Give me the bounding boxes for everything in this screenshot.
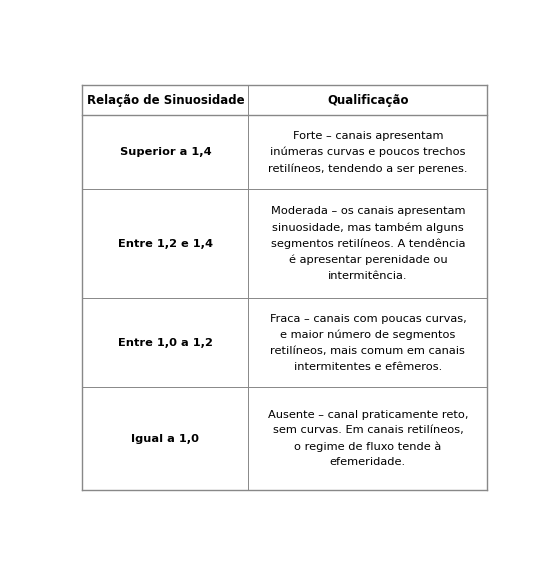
- Text: Fraca – canais com poucas curvas,
e maior número de segmentos
retilíneos, mais c: Fraca – canais com poucas curvas, e maio…: [270, 314, 466, 372]
- Text: Qualificação: Qualificação: [327, 94, 409, 107]
- Text: Igual a 1,0: Igual a 1,0: [131, 434, 200, 444]
- Text: Forte – canais apresentam
inúmeras curvas e poucos trechos
retilíneos, tendendo : Forte – canais apresentam inúmeras curva…: [268, 131, 468, 174]
- Text: Relação de Sinuosidade: Relação de Sinuosidade: [87, 94, 244, 107]
- Text: Superior a 1,4: Superior a 1,4: [120, 147, 211, 157]
- Text: Entre 1,2 e 1,4: Entre 1,2 e 1,4: [118, 239, 213, 248]
- Text: Ausente – canal praticamente reto,
sem curvas. Em canais retilíneos,
o regime de: Ausente – canal praticamente reto, sem c…: [267, 410, 468, 467]
- Text: Entre 1,0 a 1,2: Entre 1,0 a 1,2: [118, 338, 213, 348]
- Text: Moderada – os canais apresentam
sinuosidade, mas também alguns
segmentos retilín: Moderada – os canais apresentam sinuosid…: [271, 206, 465, 281]
